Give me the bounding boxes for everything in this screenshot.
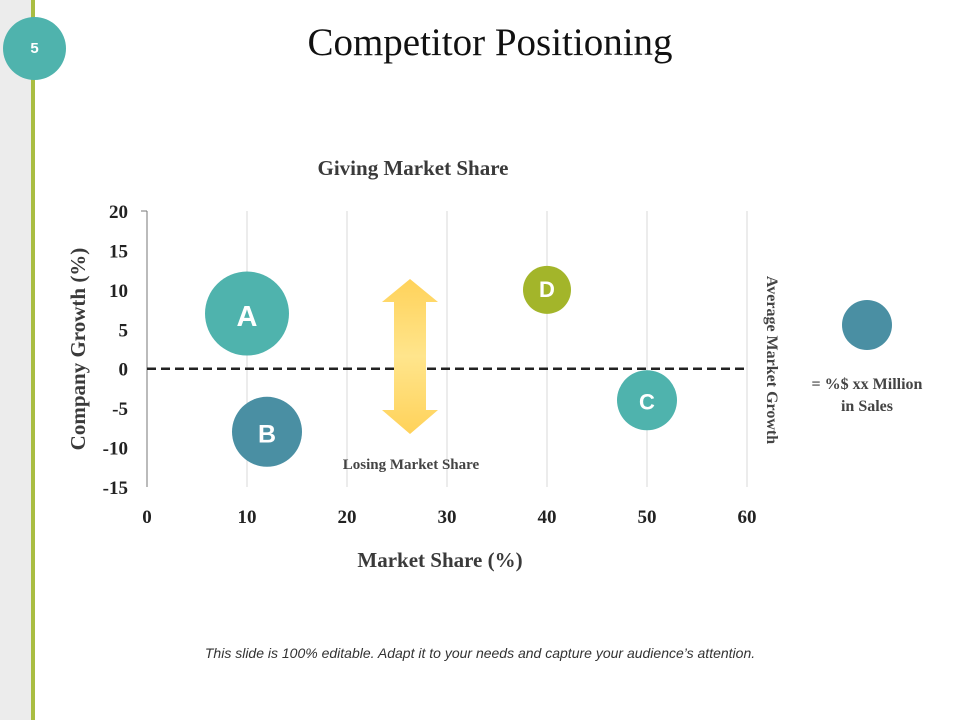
bubble-a [205,271,289,356]
bubble-label-b: B [258,420,276,448]
x-tick-label: 50 [638,507,657,528]
x-tick-label: 40 [538,507,557,528]
bubble-d [523,265,571,314]
x-tick-label: 20 [338,507,357,528]
legend-text-line2: in Sales [841,398,893,415]
left-band [0,0,33,720]
footer-note: This slide is 100% editable. Adapt it to… [204,645,756,661]
chart-title: Giving Market Share [318,156,509,180]
bubble-label-c: C [639,389,655,414]
y-tick-label: -15 [103,478,128,499]
x-tick-label: 30 [438,507,457,528]
vertical-gridlines [246,211,748,487]
bubble-c [617,370,677,431]
y-tick-label: 0 [119,360,129,381]
left-accent-rule [31,0,35,720]
x-tick-label: 60 [738,507,757,528]
x-tick-labels: 0 10 20 30 40 50 60 [142,507,756,528]
y-tick-label: -10 [103,439,128,460]
average-market-growth-label: Average Market Growth [763,276,780,444]
bubble-label-d: D [539,277,555,302]
y-tick-label: 20 [109,202,128,223]
y-tick-label: 15 [109,241,128,262]
market-share-double-arrow [382,279,438,434]
legend-bubble [842,300,892,350]
y-tick-labels: 20 15 10 5 0 -5 -10 -15 [103,202,128,499]
y-axis-title: Company Growth (%) [66,248,90,451]
bubble-label-a: A [237,301,258,333]
bubbles: A B C D [205,265,677,467]
slide-number-badge: 5 [3,17,66,80]
y-tick-label: 10 [109,281,128,302]
x-tick-label: 10 [238,507,257,528]
x-axis-title: Market Share (%) [357,548,522,572]
legend-text-line1: = %$ xx Million [812,376,923,393]
y-tick-label: -5 [112,399,128,420]
bubble-b [232,396,302,467]
losing-market-share-note: Losing Market Share [343,457,480,473]
slide-number: 5 [30,40,39,57]
slide-title: Competitor Positioning [307,21,673,64]
y-tick-label: 5 [119,320,129,341]
x-tick-label: 0 [142,507,152,528]
